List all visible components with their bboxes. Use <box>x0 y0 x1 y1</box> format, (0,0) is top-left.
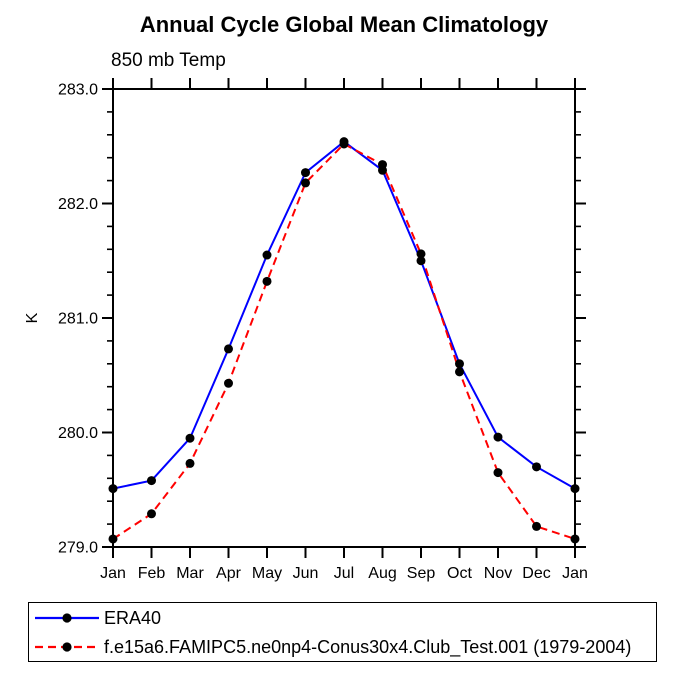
x-tick-label: Jun <box>293 565 319 582</box>
x-axis-labels: Jan Feb Mar Apr May Jun Jul Aug Sep Oct Nov Dec Jan <box>100 565 588 582</box>
series-markers-1 <box>108 139 580 544</box>
x-tick-label: Mar <box>176 565 204 582</box>
legend-label-era40: ERA40 <box>104 607 162 628</box>
y-axis-labels: 279.0 280.0 281.0 282.0 283.0 <box>58 82 98 557</box>
chart-subtitle: 850 mb Temp <box>111 50 226 71</box>
x-tick-label: Jan <box>562 565 588 582</box>
x-tick-label: Apr <box>216 565 242 582</box>
x-tick-label: Jul <box>334 565 354 582</box>
x-tick-label: Jan <box>100 565 126 582</box>
y-tick-label: 282.0 <box>58 196 98 213</box>
plot-frame <box>112 88 576 548</box>
legend-line-sample-icon <box>35 641 99 652</box>
legend: ERA40 f.e15a6.FAMIPC5.ne0np4-Conus30x4.C… <box>28 602 657 662</box>
y-tick-label: 281.0 <box>58 311 98 328</box>
x-tick-label: Aug <box>368 565 396 582</box>
legend-label-model: f.e15a6.FAMIPC5.ne0np4-Conus30x4.Club_Te… <box>104 636 632 657</box>
x-tick-label: Feb <box>138 565 166 582</box>
x-axis-ticks <box>112 78 576 558</box>
chart-title: Annual Cycle Global Mean Climatology <box>139 12 549 37</box>
y-axis-title: K <box>24 312 41 323</box>
series-line-1 <box>112 142 576 540</box>
y-tick-label: 280.0 <box>58 425 98 442</box>
x-tick-label: May <box>252 565 282 582</box>
series-markers-0 <box>108 137 580 494</box>
plot-svg: Jan Feb Mar Apr May Jun Jul Aug Sep Oct Nov Dec Jan2… <box>24 78 588 582</box>
y-tick-label: 283.0 <box>58 82 98 99</box>
series-line-0 <box>112 140 576 490</box>
x-tick-label: Dec <box>522 565 550 582</box>
y-axis-ticks <box>102 88 586 548</box>
x-tick-label: Sep <box>407 565 436 582</box>
legend-item-model: f.e15a6.FAMIPC5.ne0np4-Conus30x4.Club_Te… <box>29 632 656 661</box>
x-tick-label: Nov <box>484 565 512 582</box>
y-axis-minor-ticks <box>107 111 581 525</box>
legend-item-era40: ERA40 <box>29 603 656 632</box>
legend-line-sample-icon <box>35 612 99 623</box>
y-tick-label: 279.0 <box>58 540 98 557</box>
x-tick-label: Oct <box>447 565 472 582</box>
